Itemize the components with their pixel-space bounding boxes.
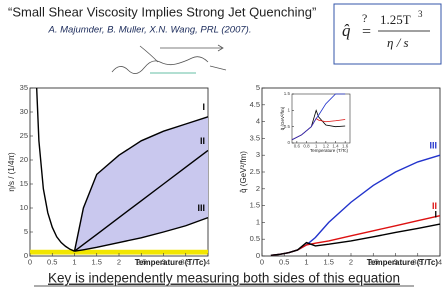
y-tick-label: 1.5 (284, 91, 291, 96)
x-tick-label: 0.5 (279, 257, 289, 266)
y-axis-label: η/s / (1/4π) (7, 152, 16, 192)
y-tick-label: 0.5 (250, 234, 260, 243)
x-axis-label: Temperature (T/Tc) (135, 258, 207, 267)
y-tick-label: 3.5 (250, 133, 260, 142)
slide: “Small Shear Viscosity Implies Strong Je… (0, 0, 448, 292)
footer: Key is independently measuring both side… (48, 271, 400, 286)
plot-frame (262, 88, 440, 256)
x-tick-label: 4 (206, 257, 210, 266)
x-axis-label: Temperature (T/Tc) (367, 258, 439, 267)
x-tick-label: 0 (260, 257, 264, 266)
formula-relation: = (362, 24, 371, 41)
formula-denominator: η / s (387, 35, 409, 50)
series-label: I (202, 102, 205, 112)
formula-lhs: q̂ (342, 21, 351, 40)
jet-diagram (112, 45, 226, 74)
formula-exponent: 3 (418, 9, 423, 19)
emission-line (140, 46, 158, 62)
y-tick-label: 15 (20, 179, 28, 188)
y-tick-label: 5 (24, 227, 28, 236)
y-tick-label: 4.5 (250, 100, 260, 109)
outgoing-arrow (210, 66, 226, 70)
formula-box: q̂ = ? 1.25T 3 η / s (334, 4, 441, 64)
citation: A. Majumder, B. Muller, X.N. Wang, PRL (… (48, 25, 252, 36)
y-tick-label: 2 (256, 184, 260, 193)
x-tick-label: 0 (28, 257, 32, 266)
x-axis-label: Temperature (T/Tc) (310, 148, 349, 153)
y-tick-label: 0 (24, 251, 28, 260)
x-tick-label: 0.5 (47, 257, 57, 266)
formula-numerator: 1.25T (380, 12, 411, 27)
y-tick-label: 25 (20, 131, 28, 140)
x-tick-label: 1 (304, 257, 308, 266)
x-tick-label: 2 (349, 257, 353, 266)
y-tick-label: 5 (256, 83, 260, 92)
y-axis-label: q̂ (GeV²/fm) (280, 106, 285, 130)
y-tick-label: 2.5 (250, 167, 260, 176)
y-tick-label: 0 (256, 251, 260, 260)
y-tick-label: 10 (20, 203, 28, 212)
x-tick-label: 1.5 (324, 257, 334, 266)
series-label: III (429, 141, 437, 151)
x-tick-label: 0.6 (294, 143, 301, 148)
y-tick-label: 20 (20, 155, 28, 164)
formula-question: ? (362, 11, 367, 25)
x-tick-label: 4 (438, 257, 442, 266)
y-axis-label: q̂ (GeV²/fm) (239, 151, 248, 193)
series-label: I (434, 209, 437, 219)
y-tick-label: 1 (256, 217, 260, 226)
title: “Small Shear Viscosity Implies Strong Je… (8, 4, 316, 19)
y-tick-label: 30 (20, 107, 28, 116)
y-tick-label: 1.5 (250, 201, 260, 210)
x-tick-label: 1 (72, 257, 76, 266)
y-tick-label: 35 (20, 83, 28, 92)
y-tick-label: 4 (256, 117, 260, 126)
series-label: II (200, 136, 205, 146)
y-tick-label: 3 (256, 150, 260, 159)
series-label: III (197, 203, 205, 213)
x-tick-label: 2 (117, 257, 121, 266)
x-tick-label: 1.5 (92, 257, 102, 266)
gluon-line (112, 57, 208, 74)
